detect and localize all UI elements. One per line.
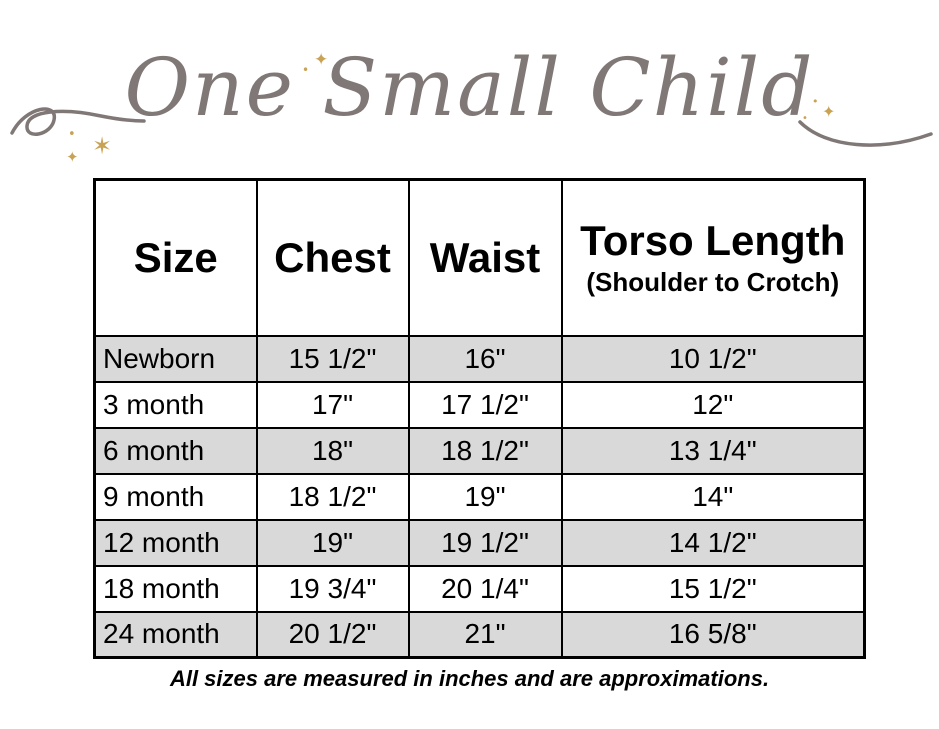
column-header-chest: Chest	[255, 178, 410, 337]
cell-torso: 14 1/2"	[560, 518, 866, 567]
table-row: Newborn 15 1/2" 16" 10 1/2"	[93, 334, 866, 383]
sparkle-dot-icon: •	[812, 95, 819, 108]
column-header-torso: Torso Length (Shoulder to Crotch)	[560, 178, 866, 337]
cell-chest: 19"	[255, 518, 410, 567]
cell-chest: 17"	[255, 380, 410, 429]
cell-chest: 18"	[255, 426, 410, 475]
footnote: All sizes are measured in inches and are…	[169, 666, 770, 691]
cell-size: 3 month	[93, 380, 258, 429]
sparkle-dot-icon: •	[802, 113, 808, 124]
flourish-right-icon	[796, 104, 936, 159]
cell-waist: 19 1/2"	[407, 518, 563, 567]
cell-size: Newborn	[93, 334, 258, 383]
column-header-torso-sublabel: (Shoulder to Crotch)	[586, 267, 840, 298]
cell-size: 9 month	[93, 472, 258, 521]
cell-torso: 15 1/2"	[560, 564, 866, 613]
table-row: 12 month 19" 19 1/2" 14 1/2"	[93, 518, 866, 567]
table-row: 6 month 18" 18 1/2" 13 1/4"	[93, 426, 866, 475]
cell-waist: 17 1/2"	[407, 380, 563, 429]
cell-waist: 18 1/2"	[407, 426, 563, 475]
table-row: 24 month 20 1/2" 21" 16 5/8"	[93, 610, 866, 659]
cell-torso: 14"	[560, 472, 866, 521]
column-header-waist: Waist	[407, 178, 563, 337]
table-row: 3 month 17" 17 1/2" 12"	[93, 380, 866, 429]
flourish-left-icon	[6, 88, 146, 163]
cell-chest: 19 3/4"	[255, 564, 410, 613]
cell-chest: 18 1/2"	[255, 472, 410, 521]
cell-torso: 16 5/8"	[560, 610, 866, 659]
column-header-size: Size	[93, 178, 258, 337]
cell-torso: 12"	[560, 380, 866, 429]
cell-waist: 21"	[407, 610, 563, 659]
cell-waist: 16"	[407, 334, 563, 383]
cell-torso: 13 1/4"	[560, 426, 866, 475]
cell-size: 6 month	[93, 426, 258, 475]
cell-waist: 19"	[407, 472, 563, 521]
column-header-torso-label: Torso Length	[580, 217, 846, 265]
cell-waist: 20 1/4"	[407, 564, 563, 613]
cell-torso: 10 1/2"	[560, 334, 866, 383]
sparkle-icon: ✦	[314, 50, 329, 70]
brand-logo-text: One Small Child	[124, 41, 815, 134]
cell-chest: 20 1/2"	[255, 610, 410, 659]
cell-size: 24 month	[93, 610, 258, 659]
cell-size: 12 month	[93, 518, 258, 567]
sparkle-icon: ✦	[822, 102, 836, 121]
brand-logo: One Small Child ✶ ✦ • ✦ • ✦ • •	[0, 0, 939, 175]
cell-chest: 15 1/2"	[255, 334, 410, 383]
table-row: 9 month 18 1/2" 19" 14"	[93, 472, 866, 521]
table-row: 18 month 19 3/4" 20 1/4" 15 1/2"	[93, 564, 866, 613]
size-chart-table: Size Chest Waist Torso Length (Shoulder …	[93, 178, 866, 659]
sparkle-dot-icon: •	[68, 127, 76, 142]
header-row: Size Chest Waist Torso Length (Shoulder …	[93, 178, 866, 337]
sparkle-icon: ✦	[66, 148, 79, 166]
sparkle-icon: ✶	[92, 132, 113, 160]
sparkle-dot-icon: •	[302, 63, 310, 77]
cell-size: 18 month	[93, 564, 258, 613]
